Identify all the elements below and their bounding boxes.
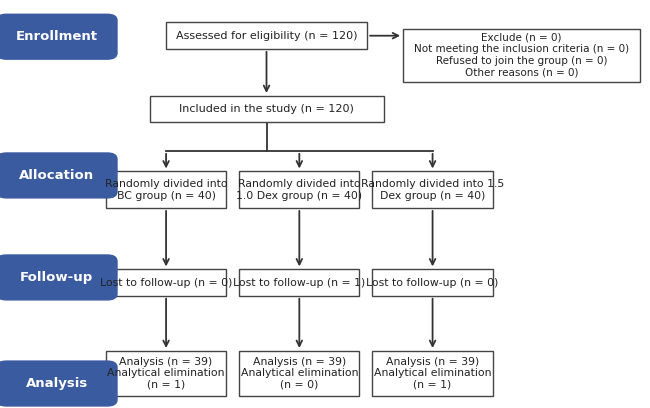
FancyBboxPatch shape [150,96,384,122]
FancyBboxPatch shape [106,171,226,208]
FancyBboxPatch shape [0,361,117,406]
Text: Allocation: Allocation [20,169,94,182]
FancyBboxPatch shape [106,269,226,296]
Text: Included in the study (n = 120): Included in the study (n = 120) [179,104,354,114]
Text: Lost to follow-up (n = 0): Lost to follow-up (n = 0) [367,277,499,288]
Text: Randomly divided into
BC group (n = 40): Randomly divided into BC group (n = 40) [105,179,228,200]
Text: Analysis (n = 39)
Analytical elimination
(n = 1): Analysis (n = 39) Analytical elimination… [107,357,225,390]
Text: Lost to follow-up (n = 1): Lost to follow-up (n = 1) [233,277,365,288]
FancyBboxPatch shape [0,153,117,198]
Text: Exclude (n = 0)
Not meeting the inclusion criteria (n = 0)
Refused to join the g: Exclude (n = 0) Not meeting the inclusio… [414,33,629,78]
Text: Randomly divided into
1.0 Dex group (n = 40): Randomly divided into 1.0 Dex group (n =… [236,179,363,200]
FancyBboxPatch shape [0,255,117,300]
FancyBboxPatch shape [106,351,226,396]
Text: Enrollment: Enrollment [16,30,98,43]
FancyBboxPatch shape [372,269,493,296]
FancyBboxPatch shape [0,14,117,59]
FancyBboxPatch shape [239,171,359,208]
Text: Randomly divided into 1.5
Dex group (n = 40): Randomly divided into 1.5 Dex group (n =… [361,179,504,200]
Text: Analysis: Analysis [26,377,88,390]
FancyBboxPatch shape [239,351,359,396]
Text: Lost to follow-up (n = 0): Lost to follow-up (n = 0) [100,277,232,288]
Text: Analysis (n = 39)
Analytical elimination
(n = 1): Analysis (n = 39) Analytical elimination… [374,357,491,390]
Text: Analysis (n = 39)
Analytical elimination
(n = 0): Analysis (n = 39) Analytical elimination… [240,357,358,390]
FancyBboxPatch shape [239,269,359,296]
FancyBboxPatch shape [166,22,367,49]
FancyBboxPatch shape [372,171,493,208]
Text: Follow-up: Follow-up [20,271,94,284]
FancyBboxPatch shape [403,29,640,82]
Text: Assessed for eligibility (n = 120): Assessed for eligibility (n = 120) [176,31,358,41]
FancyBboxPatch shape [372,351,493,396]
